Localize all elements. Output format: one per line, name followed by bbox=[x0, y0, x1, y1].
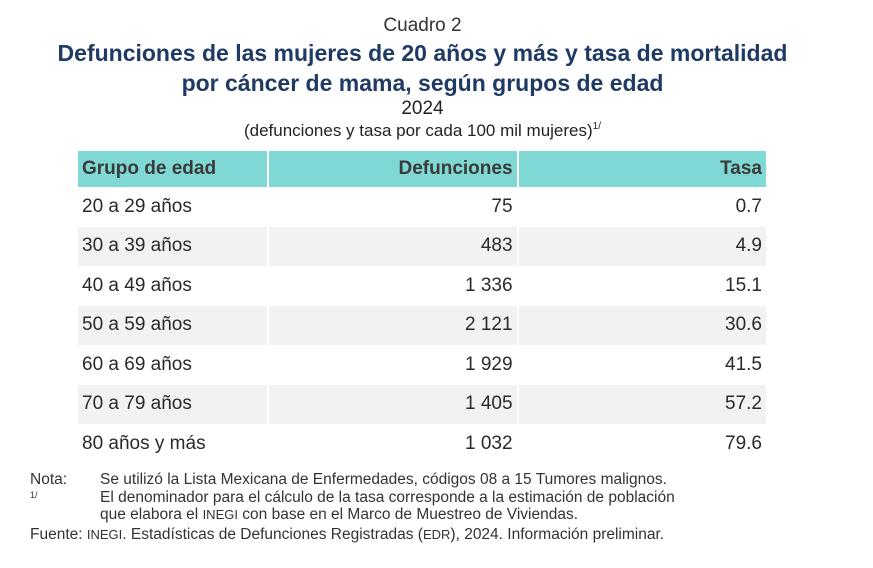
cell-tasa: 57.2 bbox=[518, 384, 766, 424]
footnote-text-line-2: que elabora el INEGI con base en el Marc… bbox=[100, 506, 830, 524]
cell-defunciones: 1 929 bbox=[269, 345, 519, 385]
cell-defunciones: 483 bbox=[268, 226, 519, 266]
table-number: Cuadro 2 bbox=[383, 15, 462, 36]
cell-grupo: 50 a 59 años bbox=[78, 305, 269, 345]
table-row: 40 a 49 años 1 336 15.1 bbox=[78, 266, 766, 306]
cell-grupo: 30 a 39 años bbox=[78, 226, 269, 266]
footnote-text-part: que elabora el bbox=[100, 506, 203, 523]
cell-tasa: 15.1 bbox=[725, 274, 762, 296]
footnote-mark: 1/ bbox=[30, 489, 38, 500]
cell-tasa: 0.7 bbox=[735, 195, 762, 217]
table-row: 20 a 29 años 75 0.7 bbox=[78, 187, 766, 227]
cell-grupo: 40 a 49 años bbox=[78, 266, 269, 306]
source-abbreviation: EDR bbox=[422, 526, 451, 542]
source-label: Fuente: bbox=[30, 525, 83, 543]
table-row: 50 a 59 años 2 121 30.6 bbox=[78, 305, 766, 345]
cell-grupo: 70 a 79 años bbox=[78, 384, 269, 424]
cell-defunciones: 75 bbox=[269, 187, 519, 227]
table-header: Cuadro 2 Defunciones de las mujeres de 2… bbox=[0, 14, 845, 142]
column-header-defunciones: Defunciones bbox=[268, 151, 519, 187]
footnote-text-line-1: El denominador para el cálculo de la tas… bbox=[100, 488, 675, 506]
table-title: Defunciones de las mujeres de 20 años y … bbox=[0, 38, 845, 98]
cell-tasa: 30.6 bbox=[518, 305, 766, 345]
data-table: Grupo de edad Defunciones Tasa 20 a 29 a… bbox=[78, 151, 766, 464]
cell-tasa: 41.5 bbox=[725, 353, 762, 375]
cell-defunciones: 1 405 bbox=[268, 384, 519, 424]
note-row: Nota: Se utilizó la Lista Mexicana de En… bbox=[30, 471, 830, 489]
table-row: 60 a 69 años 1 929 41.5 bbox=[78, 345, 766, 385]
note-label: Nota: bbox=[30, 471, 68, 488]
footnote-text-part: con base en el Marco de Muestreo de Vivi… bbox=[237, 506, 579, 523]
title-line-1: Defunciones de las mujeres de 20 años y … bbox=[57, 40, 788, 66]
org-abbreviation: INEGI bbox=[202, 507, 238, 522]
column-header-tasa: Tasa bbox=[518, 151, 766, 187]
cell-grupo: 80 años y más bbox=[78, 424, 269, 464]
header-row: Grupo de edad Defunciones Tasa bbox=[78, 151, 766, 187]
cell-grupo: 20 a 29 años bbox=[78, 187, 269, 227]
column-header-grupo: Grupo de edad bbox=[78, 151, 269, 187]
table-row: 70 a 79 años 1 405 57.2 bbox=[78, 384, 766, 424]
source-text-part: . Estadísticas de Defunciones Registrada… bbox=[122, 525, 423, 543]
footnote-row: 1/ El denominador para el cálculo de la … bbox=[30, 489, 830, 524]
table-notes: Nota: Se utilizó la Lista Mexicana de En… bbox=[30, 471, 830, 543]
cell-defunciones: 2 121 bbox=[268, 305, 519, 345]
units-footnote-ref: 1/ bbox=[592, 121, 602, 132]
note-text: Se utilizó la Lista Mexicana de Enfermed… bbox=[100, 471, 667, 488]
cell-tasa: 4.9 bbox=[518, 226, 766, 266]
source-line: Fuente: INEGI. Estadísticas de Defuncion… bbox=[30, 526, 830, 544]
table-units: (defunciones y tasa por cada 100 mil muj… bbox=[0, 120, 845, 142]
cell-defunciones: 1 336 bbox=[269, 266, 519, 306]
title-line-2: por cáncer de mama, según grupos de edad bbox=[181, 70, 664, 96]
source-text-part: ), 2024. Información preliminar. bbox=[450, 525, 665, 543]
units-text: (defunciones y tasa por cada 100 mil muj… bbox=[243, 121, 593, 140]
table-row: 30 a 39 años 483 4.9 bbox=[78, 226, 766, 266]
org-abbreviation: INEGI bbox=[86, 526, 123, 542]
cell-tasa: 79.6 bbox=[725, 432, 762, 454]
cell-grupo: 60 a 69 años bbox=[78, 345, 269, 385]
table-row: 80 años y más 1 032 79.6 bbox=[78, 424, 766, 464]
table-year: 2024 bbox=[401, 98, 444, 119]
cell-defunciones: 1 032 bbox=[269, 424, 519, 464]
